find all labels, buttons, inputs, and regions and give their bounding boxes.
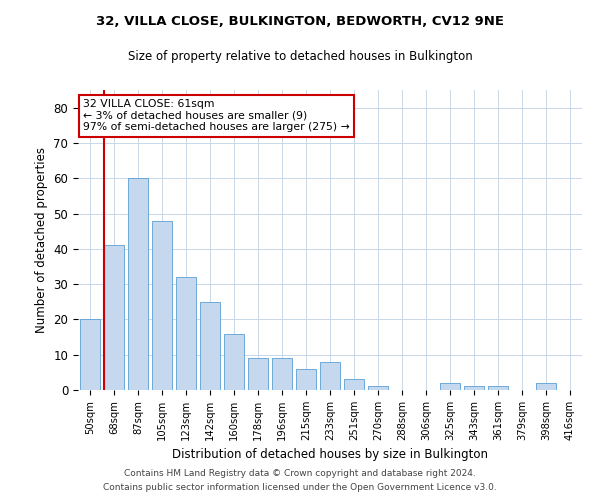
Text: 32 VILLA CLOSE: 61sqm
← 3% of detached houses are smaller (9)
97% of semi-detach: 32 VILLA CLOSE: 61sqm ← 3% of detached h… xyxy=(83,99,350,132)
Bar xyxy=(224,334,244,390)
Bar xyxy=(488,386,508,390)
Bar xyxy=(80,320,100,390)
Bar xyxy=(176,277,196,390)
Text: 32, VILLA CLOSE, BULKINGTON, BEDWORTH, CV12 9NE: 32, VILLA CLOSE, BULKINGTON, BEDWORTH, C… xyxy=(96,15,504,28)
Bar xyxy=(344,380,364,390)
Bar xyxy=(272,358,292,390)
X-axis label: Distribution of detached houses by size in Bulkington: Distribution of detached houses by size … xyxy=(172,448,488,462)
Bar xyxy=(104,246,124,390)
Text: Contains public sector information licensed under the Open Government Licence v3: Contains public sector information licen… xyxy=(103,484,497,492)
Bar xyxy=(200,302,220,390)
Bar xyxy=(368,386,388,390)
Bar xyxy=(440,383,460,390)
Text: Size of property relative to detached houses in Bulkington: Size of property relative to detached ho… xyxy=(128,50,472,63)
Bar xyxy=(464,386,484,390)
Bar xyxy=(152,220,172,390)
Bar xyxy=(128,178,148,390)
Y-axis label: Number of detached properties: Number of detached properties xyxy=(35,147,48,333)
Bar xyxy=(296,369,316,390)
Text: Contains HM Land Registry data © Crown copyright and database right 2024.: Contains HM Land Registry data © Crown c… xyxy=(124,468,476,477)
Bar xyxy=(248,358,268,390)
Bar xyxy=(320,362,340,390)
Bar xyxy=(536,383,556,390)
